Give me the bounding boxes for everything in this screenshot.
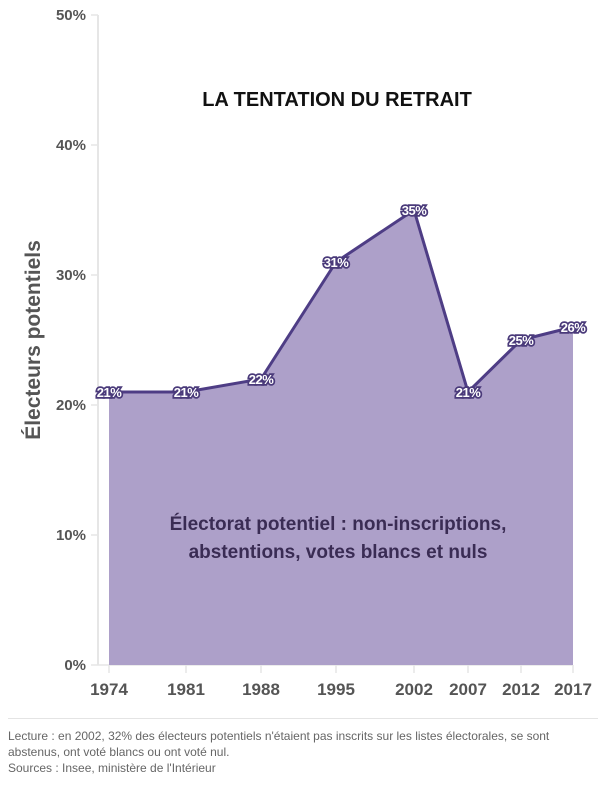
- x-tick-label: 2002: [395, 680, 433, 699]
- data-label: 35%: [402, 203, 427, 218]
- y-tick-label: 30%: [56, 267, 86, 284]
- sources-line: Sources : Insee, ministère de l'Intérieu…: [8, 761, 216, 775]
- y-tick-label: 40%: [56, 137, 86, 154]
- area-chart: 0% 10% 20% 30% 40% 50% 1974 1981 1988 1995 2002 20…: [22, 7, 592, 699]
- annotation-line-1: Électorat potentiel : non-inscriptions,: [170, 513, 507, 535]
- x-tick-label: 1995: [317, 680, 355, 699]
- y-tick-label: 0%: [64, 657, 86, 674]
- data-label: 22%: [249, 372, 274, 387]
- y-axis-label: Électeurs potentiels: [22, 240, 45, 440]
- x-tick-label: 1974: [90, 680, 128, 699]
- data-label: 21%: [456, 385, 481, 400]
- data-label: 21%: [97, 385, 122, 400]
- x-tick-label: 1981: [167, 680, 205, 699]
- y-tick-label: 20%: [56, 397, 86, 414]
- x-axis: 1974 1981 1988 1995 2002 2007 2012 2017: [90, 664, 592, 699]
- x-tick-label: 2012: [502, 680, 540, 699]
- y-tick-label: 50%: [56, 7, 86, 24]
- data-label: 31%: [324, 255, 349, 270]
- chart-title: LA TENTATION DU RETRAIT: [202, 89, 472, 111]
- data-label: 26%: [561, 320, 586, 335]
- lecture-line-1: Lecture : en 2002, 32% des électeurs pot…: [8, 729, 550, 743]
- data-label: 25%: [509, 333, 534, 348]
- area-fill: [109, 210, 573, 665]
- data-labels: 21% 21% 22% 31% 35% 21% 25% 26%: [95, 201, 588, 402]
- footer-divider: [8, 718, 598, 719]
- x-tick-label: 1988: [242, 680, 280, 699]
- footer-note: Lecture : en 2002, 32% des électeurs pot…: [8, 728, 598, 776]
- x-tick-label: 2007: [449, 680, 487, 699]
- lecture-line-2: abstenus, ont voté blancs ou ont voté nu…: [8, 745, 230, 759]
- annotation-line-2: abstentions, votes blancs et nuls: [189, 542, 488, 563]
- x-tick-label: 2017: [554, 680, 592, 699]
- series-line: [109, 208, 574, 394]
- y-tick-label: 10%: [56, 527, 86, 544]
- data-label: 21%: [174, 385, 199, 400]
- y-axis: 0% 10% 20% 30% 40% 50%: [56, 7, 99, 674]
